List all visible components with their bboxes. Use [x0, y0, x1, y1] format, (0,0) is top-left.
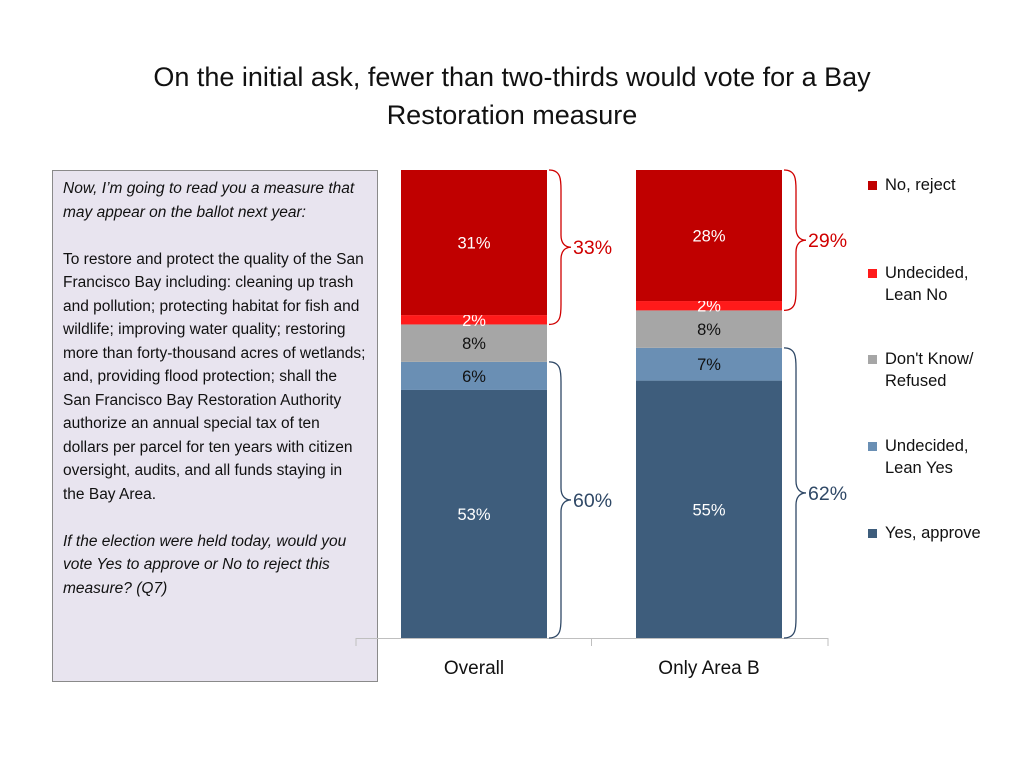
legend-label-dont-know: Don't Know/Refused	[885, 350, 974, 390]
legend-swatch-lean-no	[868, 269, 877, 278]
legend-label-lean-no: Undecided, Lean No	[885, 264, 969, 304]
bar-overall-no-reject	[401, 170, 547, 316]
category-label-only-area-b: Only Area B	[658, 658, 759, 679]
data-label-only-area-b-no-reject: 28%	[692, 228, 725, 246]
no-only-area-b-bracket	[783, 169, 807, 312]
legend-label-lean-yes: Undecided, Lean Yes	[885, 437, 969, 477]
question-body: To restore and protect the quality of th…	[63, 250, 366, 503]
data-label-overall-undecided-lean-no: 2%	[462, 312, 486, 330]
bar-only-area-b-yes-approve	[636, 380, 782, 638]
slide-title-line-2: Restoration measure	[386, 100, 638, 130]
bar-only-area-b-don-t-know-refused	[636, 310, 782, 348]
data-label-overall-don-t-know-refused: 8%	[462, 335, 486, 353]
data-label-only-area-b-yes-approve: 55%	[692, 501, 725, 519]
bar-overall-don-t-know-refused	[401, 324, 547, 362]
no-overall-bracket	[548, 169, 572, 326]
bar-overall-yes-approve	[401, 389, 547, 638]
legend-swatch-yes-approve	[868, 529, 877, 538]
no-only-area-b-total-label: 29%	[808, 230, 847, 252]
no-overall-total-label: 33%	[573, 237, 612, 259]
bar-overall-undecided-lean-yes	[401, 361, 547, 390]
question-ask: If the election were held today, would y…	[63, 532, 347, 597]
legend-swatch-lean-yes	[868, 442, 877, 451]
data-label-only-area-b-undecided-lean-no: 2%	[697, 298, 721, 316]
bar-only-area-b-undecided-lean-yes	[636, 347, 782, 381]
yes-only-area-b-bracket	[783, 347, 807, 639]
yes-overall-bracket	[548, 361, 572, 639]
bar-overall-undecided-lean-no	[401, 315, 547, 325]
data-label-only-area-b-undecided-lean-yes: 7%	[697, 356, 721, 374]
data-label-overall-undecided-lean-yes: 6%	[462, 368, 486, 386]
slide-title: On the initial ask, fewer than two-third…	[40, 58, 984, 134]
legend-label-no-reject: No, reject	[885, 176, 956, 194]
legend-swatch-no-reject	[868, 181, 877, 190]
category-label-overall: Overall	[444, 658, 504, 679]
slide-title-line-1: On the initial ask, fewer than two-third…	[153, 62, 871, 92]
yes-overall-total-label: 60%	[573, 490, 612, 512]
question-intro: Now, I’m going to read you a measure tha…	[63, 180, 355, 221]
data-label-overall-no-reject: 31%	[457, 235, 490, 253]
legend-label-yes-approve: Yes, approve	[885, 524, 981, 542]
bar-only-area-b-undecided-lean-no	[636, 301, 782, 311]
question-text-box: Now, I’m going to read you a measure tha…	[52, 170, 378, 682]
bar-only-area-b-no-reject	[636, 170, 782, 302]
legend-swatch-dont-know	[868, 355, 877, 364]
yes-only-area-b-total-label: 62%	[808, 483, 847, 505]
data-label-overall-yes-approve: 53%	[457, 506, 490, 524]
data-label-only-area-b-don-t-know-refused: 8%	[697, 321, 721, 339]
